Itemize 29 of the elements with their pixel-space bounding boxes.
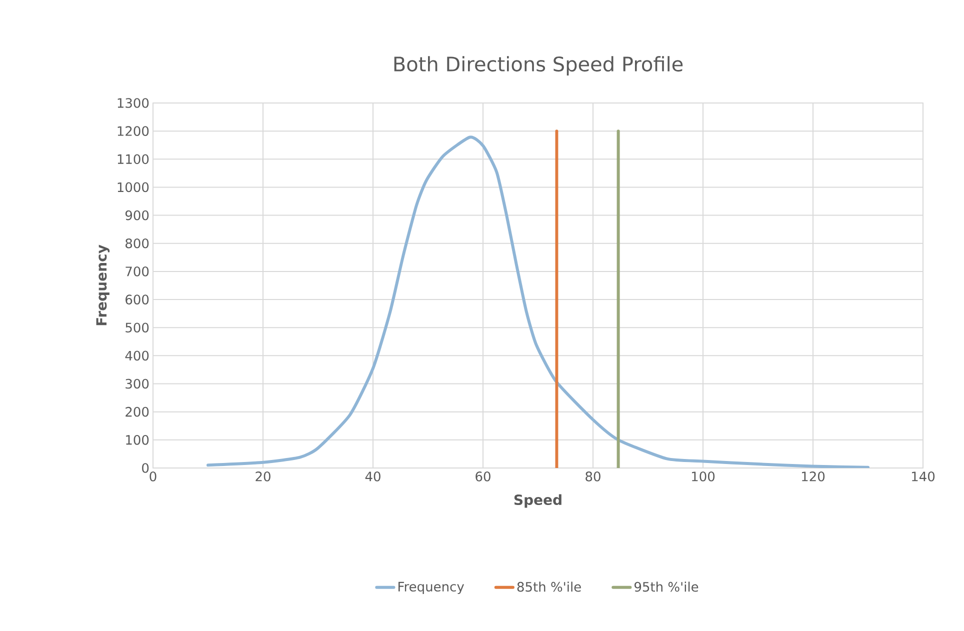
y-tick-label: 700 [126, 266, 149, 276]
y-tick-label: 800 [126, 238, 149, 248]
y-tick-label: 0 [142, 463, 149, 473]
x-tick-label: 40 [365, 472, 380, 482]
legend-label: Frequency [398, 582, 464, 594]
y-tick-label: 1000 [118, 182, 149, 192]
y-tick-label: 300 [126, 378, 149, 389]
y-tick-label: 1100 [118, 154, 149, 164]
y-tick-label: 400 [125, 350, 149, 361]
y-axis-title: Frequency [96, 244, 110, 326]
legend-label: 95th %'ile [634, 582, 698, 592]
y-tick-label: 600 [126, 294, 149, 304]
chart-title: Both Directions Speed Profile [394, 56, 683, 76]
x-tick-label: 20 [256, 472, 270, 482]
x-tick-label: 0 [150, 472, 156, 482]
x-tick-label: 120 [802, 472, 825, 482]
x-tick-label: 60 [476, 472, 490, 482]
x-axis-title: Speed [514, 494, 562, 508]
y-tick-label: 1300 [118, 98, 149, 108]
x-tick-label: 80 [586, 472, 600, 482]
y-tick-label: 100 [126, 434, 149, 445]
x-tick-label: 140 [912, 472, 935, 482]
y-tick-label: 500 [126, 322, 149, 333]
y-tick-label: 200 [126, 406, 149, 417]
legend-label: 85th %'ile [517, 582, 581, 592]
line-series [206, 136, 870, 468]
y-tick-label: 1200 [118, 126, 149, 136]
y-tick-label: 900 [125, 210, 149, 220]
x-tick-label: 100 [692, 472, 715, 482]
